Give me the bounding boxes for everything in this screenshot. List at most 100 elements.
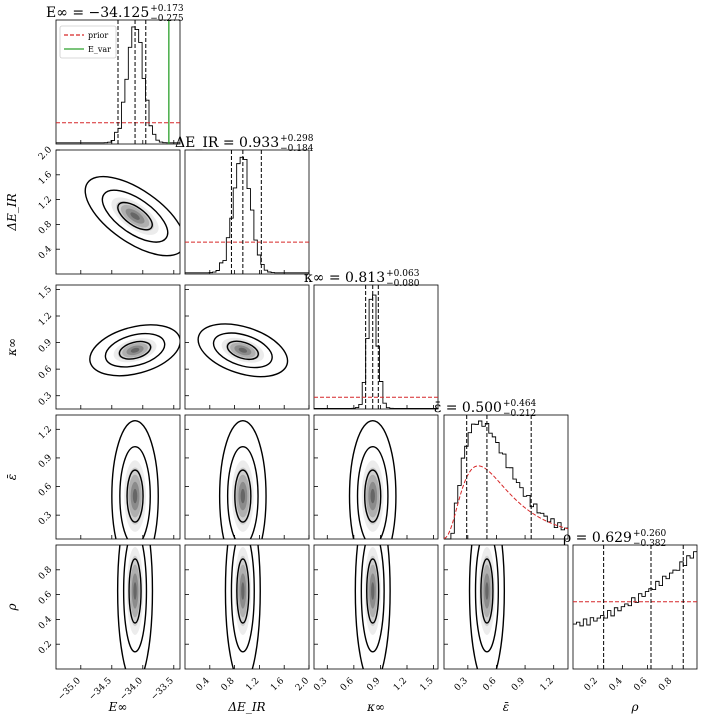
diag-panel-kappa: κ∞ = 0.813 +0.063−0.080 [304, 269, 439, 410]
contour-3 [354, 545, 391, 669]
ytick-label-kappa: 1.2 [37, 311, 54, 328]
joint-panel-kappa-rho [313, 544, 439, 670]
title-minus-Einf: −0.275 [150, 14, 184, 24]
xtick-label-rho: 0.2 [583, 676, 600, 693]
contour-2 [104, 332, 166, 368]
panel-frame [55, 414, 181, 540]
contour-3 [116, 545, 154, 669]
panel-frame [184, 149, 310, 275]
contours [348, 419, 397, 539]
xtick-label-eps: 0.3 [453, 676, 470, 693]
panel-frame [55, 149, 181, 275]
ytick-label-eps: 1.2 [37, 424, 54, 441]
joint-panel-Einf-kappa [55, 284, 181, 410]
title-plus-rho: +0.260 [633, 529, 667, 539]
histogram-Einf [56, 26, 180, 144]
contours [354, 545, 391, 669]
legend: prior E_var [59, 25, 117, 59]
contour-1 [234, 469, 252, 523]
xtick-label-eps: 1.2 [539, 676, 556, 693]
density-level-1 [133, 582, 137, 600]
ytick-label-eps: 0.3 [37, 510, 54, 527]
xtick-label-Einf: −34.5 [87, 676, 114, 703]
xtick-label-dEIR: 1.2 [244, 676, 261, 693]
panel-frame [55, 544, 181, 670]
legend-frame [59, 25, 117, 59]
density-level-1 [371, 582, 375, 600]
xtick-label-dEIR: 0.8 [220, 676, 237, 693]
contours [111, 419, 159, 539]
ytick-label-dEIR: 1.6 [37, 170, 54, 187]
joint-panel-kappa-eps [313, 414, 439, 540]
ytick-label-eps: 0.9 [37, 453, 54, 470]
joint-panel-Einf-eps [55, 414, 181, 540]
diag-panel-eps: ε̄ = 0.500 +0.464−0.212 [434, 399, 569, 540]
contours [84, 175, 180, 257]
contour-2 [119, 445, 151, 539]
panel-frame [313, 544, 439, 670]
contour-2 [101, 189, 169, 243]
joint-panel-eps-rho [443, 544, 569, 670]
contour-1 [236, 558, 250, 624]
xtick-label-dEIR: 0.4 [195, 676, 212, 693]
ytick-label-eps: 0.6 [37, 481, 54, 498]
ytick-label-dEIR: 0.8 [37, 219, 54, 236]
density-level-1 [130, 212, 140, 220]
contour-1 [117, 201, 153, 231]
contour-3 [224, 545, 261, 669]
title-minus-eps: −0.212 [503, 409, 536, 419]
density-level-1 [238, 347, 248, 353]
contour-2 [474, 545, 500, 653]
panel-frame [184, 284, 310, 410]
joint-panel-dEIR-kappa [184, 284, 310, 410]
title-Einf: E∞ = −34.125 [46, 5, 149, 21]
joint-panel-dEIR-eps [184, 414, 310, 540]
xlabel-rho: ρ [630, 700, 638, 714]
density-level-1 [132, 488, 138, 504]
contour-2 [360, 545, 385, 653]
contour-1 [126, 469, 144, 523]
title-minus-dEIR: −0.184 [280, 144, 314, 154]
xtick-label-eps: 0.9 [510, 676, 527, 693]
prior-curve-eps [443, 465, 569, 540]
legend-label-1: E_var [88, 45, 111, 54]
histogram-kappa [314, 294, 438, 409]
xtick-label-rho: 0.6 [632, 676, 649, 693]
xtick-label-dEIR: 2.0 [294, 676, 311, 693]
contour-2 [212, 332, 273, 369]
histogram-eps [444, 420, 568, 540]
contours [218, 419, 267, 539]
xlabel-kappa: κ∞ [366, 700, 385, 714]
contours [89, 324, 180, 377]
panel-frame [55, 284, 181, 410]
legend-label-0: prior [88, 31, 108, 40]
panel-frame [443, 414, 569, 540]
density-level-1 [240, 488, 246, 504]
xtick-label-Einf: −33.5 [149, 676, 176, 703]
ylabel-rho: ρ [5, 603, 19, 611]
ytick-label-rho: 0.8 [37, 565, 54, 582]
contour-3 [89, 324, 180, 377]
xtick-label-dEIR: 1.6 [269, 676, 286, 693]
panel-frame [313, 284, 439, 410]
diag-panel-dEIR: ΔE_IR = 0.933 +0.298−0.184 [175, 134, 314, 275]
contour-3 [111, 419, 159, 539]
joint-panel-dEIR-rho [184, 544, 310, 670]
xtick-label-kappa: 1.5 [418, 676, 435, 693]
contour-3 [84, 175, 180, 257]
density-level-1 [485, 582, 489, 600]
xtick-label-Einf: −35.0 [56, 676, 83, 703]
panel-frame [443, 544, 569, 670]
ytick-label-kappa: 0.9 [37, 337, 54, 354]
diag-panel-rho: ρ = 0.629 +0.260−0.382 [563, 529, 698, 670]
ytick-label-rho: 0.4 [37, 614, 54, 631]
contour-1 [226, 340, 259, 361]
contour-3 [348, 419, 397, 539]
density-level-1 [241, 582, 245, 600]
title-minus-kappa: −0.080 [386, 279, 420, 289]
title-kappa: κ∞ = 0.813 [304, 270, 385, 286]
panel-frame [313, 414, 439, 540]
ytick-label-kappa: 0.6 [37, 364, 54, 381]
xtick-label-rho: 0.8 [657, 676, 674, 693]
contour-1 [128, 558, 142, 624]
